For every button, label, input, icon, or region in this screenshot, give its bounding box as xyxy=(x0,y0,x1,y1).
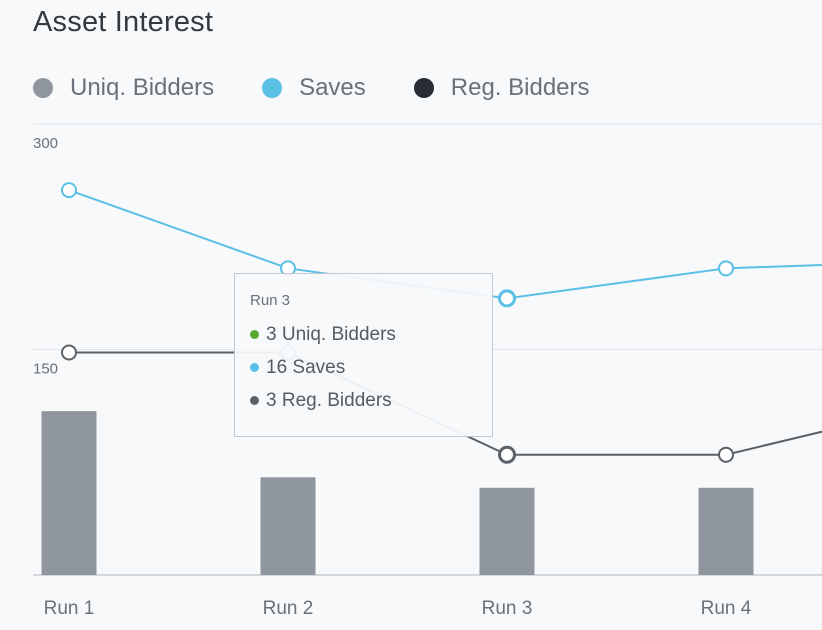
legend-swatch-saves xyxy=(262,78,283,98)
point-saves xyxy=(718,260,734,277)
legend-label: Saves xyxy=(299,74,366,101)
legend-item-reg-bidders[interactable]: Reg. Bidders xyxy=(413,74,590,102)
point-reg-bidders xyxy=(498,445,516,464)
tooltip-row-saves: 16 Saves xyxy=(250,351,478,384)
x-tick-label: Run 1 xyxy=(44,598,95,619)
tooltip-dot xyxy=(250,396,259,405)
chart-tooltip: Run 3 3 Uniq. Bidders 16 Saves 3 Reg. Bi… xyxy=(234,273,493,437)
legend-swatch-reg-bidders xyxy=(413,78,434,98)
tooltip-text: 16 Saves xyxy=(266,356,346,378)
y-tick-label-300: 300 xyxy=(33,135,58,152)
tooltip-dot xyxy=(250,363,259,372)
tooltip-row-reg-bidders: 3 Reg. Bidders xyxy=(250,384,478,417)
bar-uniq-bidders xyxy=(479,487,535,575)
legend-label: Uniq. Bidders xyxy=(70,74,215,101)
x-tick-label: Run 4 xyxy=(701,598,752,619)
y-tick-label-150: 150 xyxy=(33,361,58,378)
point-reg-bidders xyxy=(718,446,734,463)
chart-title: Asset Interest xyxy=(33,6,214,38)
point-saves xyxy=(61,182,77,199)
tooltip-title: Run 3 xyxy=(250,292,291,309)
tooltip-text: 3 Uniq. Bidders xyxy=(266,323,396,345)
bar-uniq-bidders xyxy=(260,477,316,575)
legend-label: Reg. Bidders xyxy=(450,74,590,101)
legend-item-uniq-bidders[interactable]: Uniq. Bidders xyxy=(33,74,214,102)
x-tick-label: Run 3 xyxy=(482,598,533,619)
point-reg-bidders xyxy=(61,344,77,361)
tooltip-text: 3 Reg. Bidders xyxy=(266,389,392,411)
chart-legend: Uniq. Bidders Saves Reg. Bidders xyxy=(33,74,638,102)
point-saves xyxy=(498,289,516,308)
bar-uniq-bidders xyxy=(698,487,754,575)
bar-uniq-bidders xyxy=(41,411,97,575)
tooltip-row-uniq-bidders: 3 Uniq. Bidders xyxy=(250,318,478,351)
x-tick-label: Run 2 xyxy=(263,598,314,619)
legend-item-saves[interactable]: Saves xyxy=(262,74,366,102)
tooltip-dot xyxy=(250,330,259,339)
legend-swatch-uniq-bidders xyxy=(33,78,53,98)
